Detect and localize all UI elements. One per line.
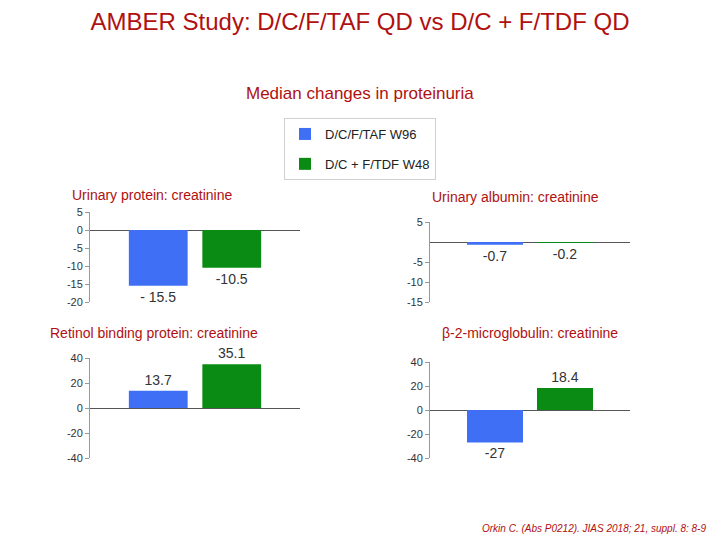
- svg-text:-20: -20: [67, 427, 83, 439]
- svg-text:Retinol binding protein: creat: Retinol binding protein: creatinine: [50, 325, 258, 341]
- svg-text:20: 20: [71, 377, 83, 389]
- svg-text:Median changes in proteinuria: Median changes in proteinuria: [246, 84, 474, 103]
- svg-text:-40: -40: [67, 452, 83, 464]
- svg-text:-5: -5: [413, 256, 423, 268]
- svg-text:-20: -20: [67, 296, 83, 308]
- svg-text:Urinary protein: creatinine: Urinary protein: creatinine: [72, 187, 233, 203]
- svg-text:20: 20: [411, 380, 423, 392]
- svg-text:-5: -5: [73, 242, 83, 254]
- svg-text:Urinary albumin: creatinine: Urinary albumin: creatinine: [432, 189, 599, 205]
- svg-text:0: 0: [77, 402, 83, 414]
- svg-text:-15: -15: [67, 278, 83, 290]
- svg-text:D/C/F/TAF W96: D/C/F/TAF W96: [325, 127, 416, 142]
- svg-text:18.4: 18.4: [551, 369, 578, 385]
- svg-text:-10: -10: [407, 276, 423, 288]
- svg-text:- 15.5: - 15.5: [140, 289, 176, 305]
- svg-text:-10: -10: [67, 260, 83, 272]
- svg-text:-40: -40: [407, 452, 423, 464]
- svg-text:5: 5: [417, 216, 423, 228]
- svg-text:5: 5: [77, 206, 83, 218]
- svg-text:D/C + F/TDF W48: D/C + F/TDF W48: [325, 157, 429, 172]
- svg-text:-0.7: -0.7: [483, 248, 507, 264]
- svg-text:35.1: 35.1: [218, 345, 245, 361]
- svg-text:-20: -20: [407, 428, 423, 440]
- svg-text:-10.5: -10.5: [216, 271, 248, 287]
- svg-text:40: 40: [411, 356, 423, 368]
- svg-text:0: 0: [417, 404, 423, 416]
- svg-text:40: 40: [71, 352, 83, 364]
- svg-text:-27: -27: [485, 445, 505, 461]
- svg-text:AMBER Study: D/C/F/TAF QD vs D: AMBER Study: D/C/F/TAF QD vs D/C + F/TDF…: [91, 8, 630, 35]
- svg-text:13.7: 13.7: [145, 372, 172, 388]
- svg-text:0: 0: [77, 224, 83, 236]
- svg-text:-15: -15: [407, 296, 423, 308]
- svg-text:Orkin C. (Abs P0212). JIAS 201: Orkin C. (Abs P0212). JIAS 2018; 21, sup…: [482, 523, 706, 534]
- svg-text:β-2-microglobulin: creatinine: β-2-microglobulin: creatinine: [442, 325, 618, 341]
- svg-text:-0.2: -0.2: [553, 246, 577, 262]
